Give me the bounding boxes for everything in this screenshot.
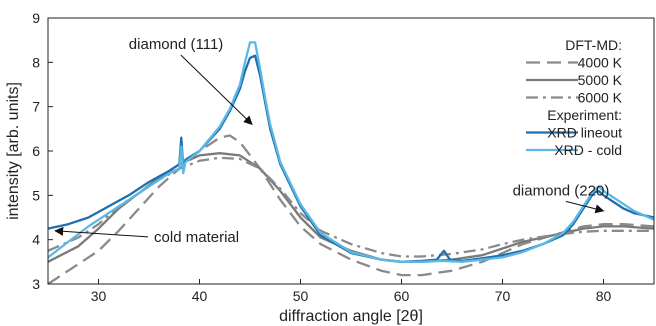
x-tick-label: 40 bbox=[192, 288, 208, 304]
series-line-3 bbox=[47, 156, 654, 258]
series-line-4 bbox=[47, 54, 655, 263]
annotation-label-3: cold material bbox=[154, 229, 239, 246]
legend-header: Experiment: bbox=[547, 107, 622, 123]
y-tick-label: 7 bbox=[32, 99, 40, 115]
tick-layer: 30 40 50 60 70 80 3 4 5 6 7 8 9 bbox=[32, 10, 611, 304]
legend-entry: XRD - cold bbox=[554, 142, 622, 158]
x-tick-label: 70 bbox=[495, 288, 511, 304]
y-tick-label: 8 bbox=[32, 54, 40, 70]
annotation-label-2: diamond (220) bbox=[513, 182, 610, 199]
x-tick-label: 50 bbox=[293, 288, 309, 304]
annotation-layer: diamond (111) diamond (220) cold material bbox=[54, 36, 610, 246]
y-tick-label: 4 bbox=[32, 232, 40, 248]
x-tick-label: 60 bbox=[394, 288, 410, 304]
annotation-label-1: diamond (111) bbox=[129, 36, 224, 53]
x-tick-label: 30 bbox=[91, 288, 107, 304]
annotation-arrow-2 bbox=[565, 200, 605, 214]
annotation-arrow-3 bbox=[54, 226, 149, 238]
y-axis-label: intensity [arb. units] bbox=[5, 82, 22, 220]
legend-entry: 5000 K bbox=[578, 72, 623, 88]
y-tick-label: 9 bbox=[32, 10, 40, 26]
y-tick-label: 6 bbox=[32, 143, 40, 159]
x-axis-label: diffraction angle [2θ] bbox=[279, 308, 423, 325]
legend-entry: XRD lineout bbox=[547, 125, 622, 141]
legend-header: DFT-MD: bbox=[565, 37, 622, 53]
x-tick-label: 80 bbox=[596, 288, 612, 304]
y-tick-label: 5 bbox=[32, 187, 40, 203]
legend-entry: 4000 K bbox=[578, 55, 623, 71]
series-line-2 bbox=[47, 152, 655, 263]
y-tick-label: 3 bbox=[32, 276, 40, 292]
series-layer bbox=[47, 41, 655, 285]
series-line-5 bbox=[47, 41, 655, 263]
legend-entry: 6000 K bbox=[578, 90, 623, 106]
annotation-arrow-1 bbox=[180, 54, 253, 126]
